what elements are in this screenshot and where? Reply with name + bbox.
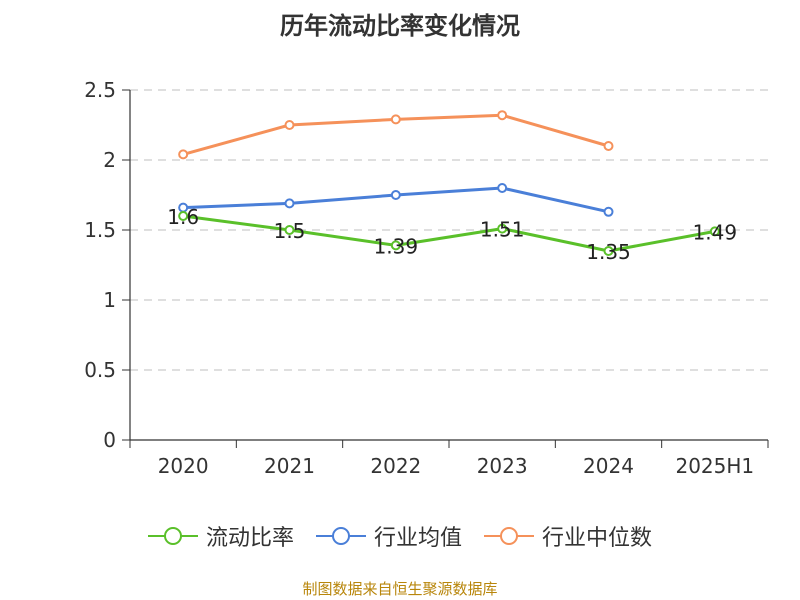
data-point (497, 110, 508, 121)
y-tick-label: 1 (103, 288, 116, 312)
x-tick-label: 2020 (158, 454, 209, 478)
legend-label: 流动比率 (205, 526, 294, 551)
data-point (603, 246, 614, 256)
y-tick-label: 2.5 (84, 78, 116, 102)
data-point (284, 120, 295, 130)
x-tick-label: 2022 (370, 454, 421, 478)
legend: 流动比率 行业均值 行业中位数 (0, 520, 800, 552)
data-point (284, 225, 295, 235)
chart-title: 历年流动比率变化情况 (280, 12, 520, 40)
data-label: 1.6 (167, 205, 199, 229)
legend-line-marker-icon (484, 527, 534, 545)
data-point (284, 198, 295, 209)
data-label: 1.51 (480, 218, 525, 242)
data-point (178, 211, 189, 221)
legend-line-marker-icon (147, 527, 198, 545)
legend-label: 行业中位数 (542, 526, 653, 551)
data-point (709, 226, 720, 237)
x-tick-label: 2021 (264, 454, 315, 478)
y-tick-label: 1.5 (84, 218, 116, 242)
y-tick-label: 2 (103, 148, 116, 172)
data-label: 1.49 (693, 220, 738, 244)
data-point (497, 223, 508, 234)
legend-item-industry-mean[interactable]: 行业均值 (315, 520, 462, 552)
x-tick-label: 2024 (583, 454, 634, 478)
legend-line-marker-icon (315, 527, 366, 545)
data-point (603, 141, 614, 151)
data-point (390, 240, 401, 251)
legend-item-industry-median[interactable]: 行业中位数 (484, 520, 652, 552)
data-point (390, 114, 401, 125)
legend-item-current-ratio[interactable]: 流动比率 (147, 520, 294, 552)
data-label: 1.35 (586, 240, 631, 264)
x-tick-label: 2025H1 (675, 454, 754, 478)
data-point (390, 190, 401, 200)
y-tick-label: 0.5 (84, 358, 116, 382)
data-point (178, 149, 189, 160)
legend-label: 行业均值 (373, 526, 462, 551)
data-point (497, 183, 508, 193)
y-tick-label: 0 (103, 428, 116, 452)
x-tick-label: 2023 (477, 454, 528, 478)
series-line (182, 214, 716, 253)
data-label: 1.39 (374, 234, 419, 258)
data-point (603, 206, 614, 217)
source-footer: 制图数据来自恒生聚源数据库 (302, 580, 498, 598)
data-label: 1.5 (274, 219, 306, 243)
